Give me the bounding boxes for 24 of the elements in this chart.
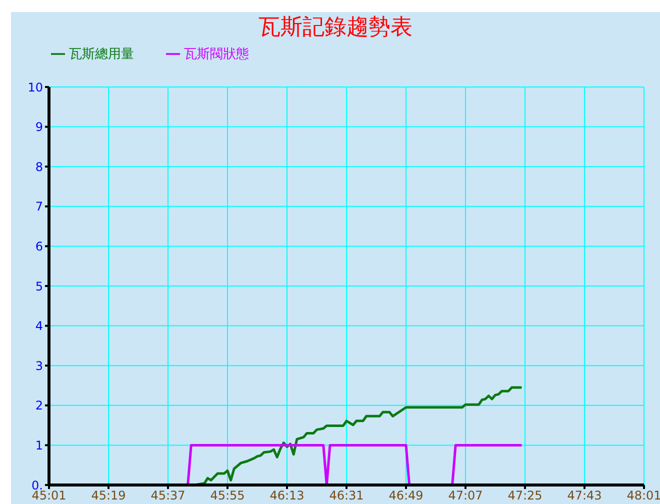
y-tick-label: 6 [35, 239, 43, 254]
x-tick-label: 45:01 [32, 488, 66, 503]
chart-title: 瓦斯記錄趨勢表 [258, 14, 414, 42]
x-tick-label: 45:55 [210, 488, 245, 503]
x-tick-label: 47:25 [508, 488, 542, 503]
x-tick-label: 46:13 [270, 488, 304, 503]
y-tick-label: 2 [35, 398, 43, 413]
x-tick-label: 48:01 [626, 488, 660, 503]
x-tick-label: 45:37 [150, 488, 186, 503]
y-tick-label: 3 [35, 358, 43, 373]
x-tick-label: 47:07 [448, 488, 483, 503]
y-tick-label: 8 [35, 160, 43, 174]
x-tick-label: 46:31 [329, 488, 364, 503]
y-tick-label: 9 [35, 120, 43, 134]
legend-label: 瓦斯閥狀態 [184, 47, 249, 62]
y-tick-label: 5 [35, 279, 43, 294]
x-tick-label: 46:49 [388, 488, 424, 503]
x-tick-label: 47:43 [567, 488, 602, 503]
y-tick-label: 7 [35, 200, 43, 214]
y-tick-label: 10 [28, 80, 43, 94]
legend-label: 瓦斯總用量 [69, 47, 134, 62]
y-tick-label: 1 [35, 438, 43, 452]
y-tick-label: 4 [35, 319, 43, 334]
x-tick-label: 45:19 [91, 488, 126, 503]
